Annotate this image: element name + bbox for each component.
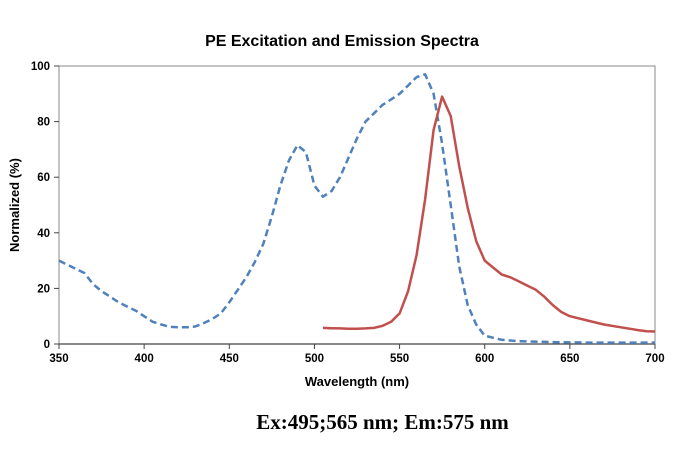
x-tick-label: 600 xyxy=(475,353,494,365)
x-axis-ticks: 350 400 450 500 550 600 650 700 xyxy=(49,344,665,365)
x-tick-label: 650 xyxy=(560,353,579,365)
y-tick-label: 20 xyxy=(37,283,50,295)
y-tick-label: 100 xyxy=(31,61,50,73)
spectra-caption: Ex:495;565 nm; Em:575 nm xyxy=(256,410,509,434)
x-tick-label: 700 xyxy=(645,353,664,365)
x-tick-label: 350 xyxy=(49,353,68,365)
x-tick-label: 400 xyxy=(135,353,154,365)
series-layer xyxy=(58,73,656,344)
x-tick-label: 500 xyxy=(305,353,324,365)
chart-title: PE Excitation and Emission Spectra xyxy=(205,33,479,50)
excitation-curve xyxy=(58,73,655,344)
plot-area xyxy=(58,65,656,345)
y-axis-label: Normalized (%) xyxy=(7,158,22,252)
x-tick-label: 550 xyxy=(390,353,409,365)
x-axis-label: Wavelength (nm) xyxy=(305,374,409,389)
emission-curve xyxy=(322,95,656,333)
y-tick-label: 60 xyxy=(37,172,50,184)
y-tick-label: 80 xyxy=(37,117,50,129)
spectra-chart: PE Excitation and Emission Spectra 350 40… xyxy=(7,33,665,389)
y-tick-label: 40 xyxy=(37,228,50,240)
y-tick-label: 0 xyxy=(44,339,50,351)
y-axis-ticks: 0 20 40 60 80 100 xyxy=(31,61,59,351)
x-tick-label: 450 xyxy=(220,353,239,365)
